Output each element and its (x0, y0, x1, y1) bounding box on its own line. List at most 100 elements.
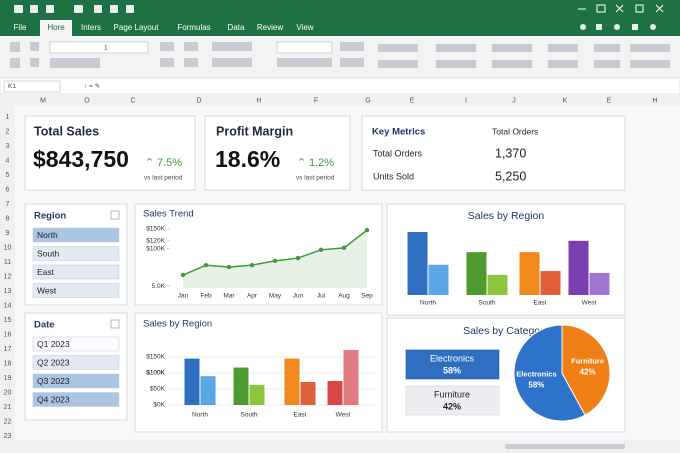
y-tick-label: $150K (146, 226, 165, 233)
ribbon-tab[interactable]: Inters (81, 23, 101, 32)
slicer-item[interactable] (32, 283, 120, 298)
slicer-item[interactable] (32, 355, 120, 370)
row-header: 20 (4, 389, 12, 396)
row-header: 15 (4, 317, 12, 324)
font-box[interactable] (49, 41, 149, 54)
row-header: 17 (4, 346, 12, 353)
kpi-arrow: ⌃ (145, 157, 154, 169)
bar (327, 381, 343, 405)
category-button[interactable] (405, 349, 500, 380)
format-box[interactable] (276, 41, 333, 54)
slicer-clear[interactable] (110, 319, 120, 329)
slicer-item[interactable] (32, 246, 120, 261)
x-tick-label: May (269, 293, 282, 300)
x-tick-label: Aug (338, 293, 350, 300)
ribbon-tab[interactable]: File (14, 23, 27, 32)
row-header: 13 (4, 288, 12, 295)
row-header: 11 (4, 259, 11, 266)
slicer-item-label[interactable]: North (37, 230, 58, 240)
metrics-card (361, 115, 626, 191)
chart-title: Sales by Category (463, 325, 550, 337)
category-button-value[interactable]: 58% (443, 365, 461, 375)
slicer-item-label[interactable]: Q4 2023 (37, 394, 70, 404)
column-header: D (196, 97, 201, 104)
row-header: 4 (6, 157, 10, 164)
kpi-change: 1.2% (309, 157, 334, 169)
row-header: 18 (4, 360, 12, 367)
scroll-thumb[interactable] (505, 444, 625, 449)
slicer-title: Date (34, 320, 55, 331)
active-tab[interactable] (40, 20, 72, 36)
slicer-item-label[interactable]: Q2 2023 (37, 357, 70, 367)
category-button-label[interactable]: Furniture (434, 389, 470, 399)
formula-bar (0, 77, 680, 95)
ribbon-tab[interactable]: View (296, 23, 313, 32)
row-header: 7 (6, 201, 10, 208)
point (226, 264, 232, 270)
x-tick-label: Mar (223, 293, 235, 300)
slicer-item-label[interactable]: Q1 2023 (37, 339, 70, 349)
bar (519, 252, 540, 295)
bar (284, 358, 300, 405)
row-header: 10 (4, 244, 12, 251)
slicer-item-label[interactable]: South (37, 248, 59, 258)
row-header: 23 (4, 433, 12, 440)
column-header: E (410, 97, 415, 104)
ribbon-tab[interactable]: Formulas (177, 23, 210, 32)
chart-title: Sales by Region (468, 210, 545, 222)
slicer-clear[interactable] (110, 210, 120, 220)
slicer-item-label[interactable]: East (37, 267, 55, 277)
category-button[interactable] (405, 385, 500, 416)
ribbon-tab[interactable]: Review (257, 23, 283, 32)
ribbon-icons (10, 42, 670, 68)
column-header: O (84, 97, 90, 104)
y-tick-label: $0K (153, 402, 165, 409)
metric-value: 1,370 (495, 146, 526, 160)
x-tick-label: Feb (200, 293, 212, 300)
bar (233, 367, 249, 405)
x-tick-label: Sep (361, 293, 373, 300)
name-box[interactable] (3, 80, 61, 93)
row-header: 2 (6, 128, 10, 135)
x-tick-label: Jun (293, 293, 304, 300)
point (180, 272, 186, 278)
slicer-item[interactable] (32, 227, 120, 243)
row-header: 16 (4, 331, 12, 338)
column-header: H (256, 97, 261, 104)
slice-label: Furniture (571, 356, 604, 365)
slicer-item[interactable] (32, 336, 120, 352)
x-tick-label: South (479, 300, 496, 307)
column-header: F (314, 97, 318, 104)
row-header: 9 (6, 230, 10, 237)
window-controls[interactable] (578, 4, 664, 13)
category-button-value[interactable]: 42% (443, 401, 461, 411)
slicer-item[interactable] (32, 373, 120, 389)
ribbon-tab[interactable]: Hore (47, 23, 65, 32)
ribbon-tab[interactable]: Data (228, 23, 245, 32)
column-header: C (130, 97, 135, 104)
bar (184, 358, 200, 405)
pie-slice (561, 324, 611, 416)
point (318, 247, 324, 253)
category-button-label[interactable]: Electronics (430, 353, 475, 363)
title-bar (0, 0, 680, 36)
status-bar (0, 440, 680, 453)
y-tick-label: $100K (146, 370, 165, 377)
point (341, 245, 347, 251)
ribbon-tab[interactable]: Page Layout (114, 23, 160, 32)
slicer-item-label[interactable]: Q3 2023 (37, 376, 70, 386)
kpi-title: Total Sales (34, 124, 99, 138)
column-header: M (40, 97, 46, 104)
kpi-note: vs last period (144, 175, 183, 182)
metric-label: Total Orders (373, 148, 423, 158)
metrics-rows: Total Orders 1,370 Units Sold 5,250 (373, 146, 526, 183)
y-tick-label: $120K (146, 237, 165, 244)
column-header: E (607, 97, 612, 104)
slicer-item[interactable] (32, 392, 120, 407)
slicer-item-label[interactable]: West (37, 285, 57, 295)
y-tick-label: $100K (146, 245, 165, 252)
kpi-title: Profit Margin (216, 124, 293, 138)
slicer-item[interactable] (32, 264, 120, 280)
